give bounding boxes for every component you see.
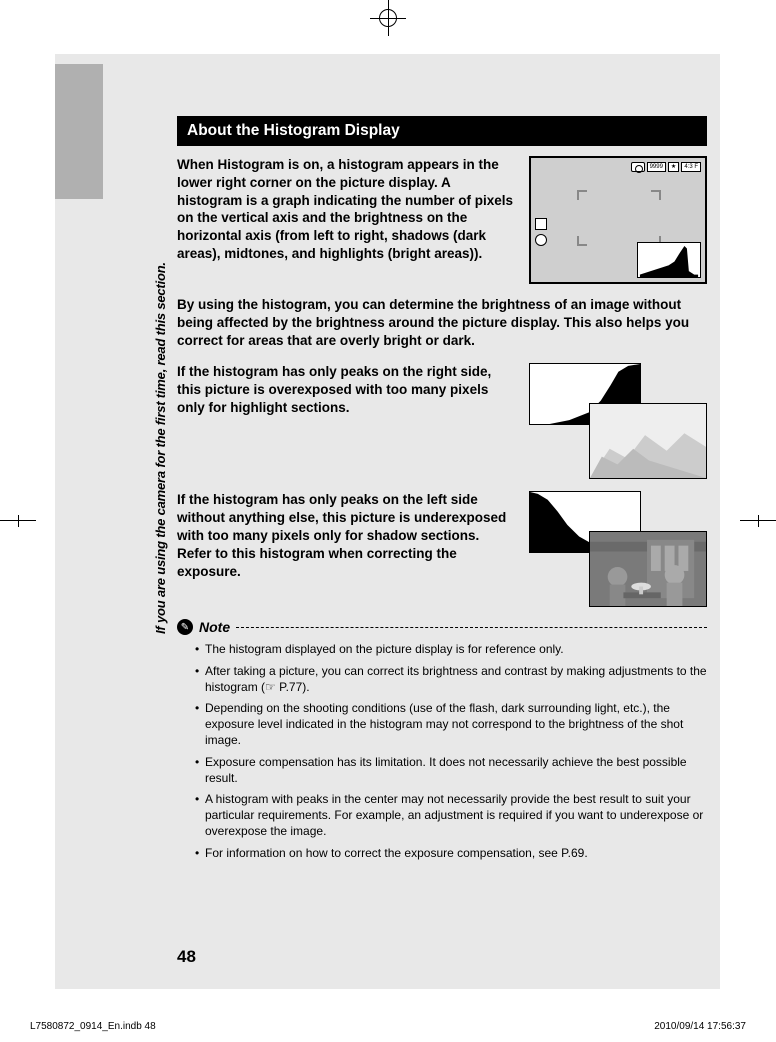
- note-label: Note: [199, 619, 230, 635]
- para-3: If the histogram has only peaks on the r…: [177, 363, 517, 479]
- crop-mark-right: [740, 515, 776, 527]
- side-note: If you are using the camera for the firs…: [153, 204, 169, 634]
- cam-ratio: 4:3 F: [681, 162, 701, 172]
- camera-screen-illustration: 9999 ★ 4:3 F: [529, 156, 707, 284]
- footer-timestamp: 2010/09/14 17:56:37: [654, 1021, 746, 1032]
- note-icon: ✎: [177, 619, 193, 635]
- note-dashes: [236, 627, 707, 628]
- camera-icon: [631, 162, 645, 172]
- crop-mark-top: [370, 0, 406, 36]
- footer-filename: L7580872_0914_En.indb 48: [30, 1021, 156, 1032]
- note-item: For information on how to correct the ex…: [195, 845, 707, 861]
- para-1: When Histogram is on, a histogram appear…: [177, 156, 517, 284]
- content-area: About the Histogram Display When Histogr…: [177, 116, 707, 866]
- print-footer: L7580872_0914_En.indb 48 2010/09/14 17:5…: [30, 1021, 746, 1032]
- section-header: About the Histogram Display: [177, 116, 707, 146]
- underexposed-image: [589, 531, 707, 607]
- note-header: ✎ Note: [177, 619, 707, 635]
- histogram-inset: [637, 242, 701, 278]
- cam-left-icons: [535, 218, 547, 246]
- chapter-tab: [55, 64, 103, 199]
- page-number: 48: [177, 947, 196, 967]
- cam-count: 9999: [647, 162, 666, 172]
- note-item: Depending on the shooting conditions (us…: [195, 700, 707, 749]
- page-panel: If you are using the camera for the firs…: [55, 54, 720, 989]
- intro-row: When Histogram is on, a histogram appear…: [177, 156, 707, 284]
- cam-star: ★: [668, 162, 679, 172]
- para-4: If the histogram has only peaks on the l…: [177, 491, 517, 607]
- underexposed-row: If the histogram has only peaks on the l…: [177, 491, 707, 607]
- note-item: The histogram displayed on the picture d…: [195, 641, 707, 657]
- note-item: Exposure compensation has its limitation…: [195, 754, 707, 786]
- overexposed-row: If the histogram has only peaks on the r…: [177, 363, 707, 479]
- note-list: The histogram displayed on the picture d…: [177, 641, 707, 860]
- overexposed-example: [529, 363, 707, 479]
- note-item: A histogram with peaks in the center may…: [195, 791, 707, 840]
- underexposed-example: [529, 491, 707, 607]
- focus-corners: [577, 190, 661, 246]
- note-item: After taking a picture, you can correct …: [195, 663, 707, 695]
- overexposed-image: [589, 403, 707, 479]
- para-2: By using the histogram, you can determin…: [177, 296, 707, 349]
- crop-mark-left: [0, 515, 36, 527]
